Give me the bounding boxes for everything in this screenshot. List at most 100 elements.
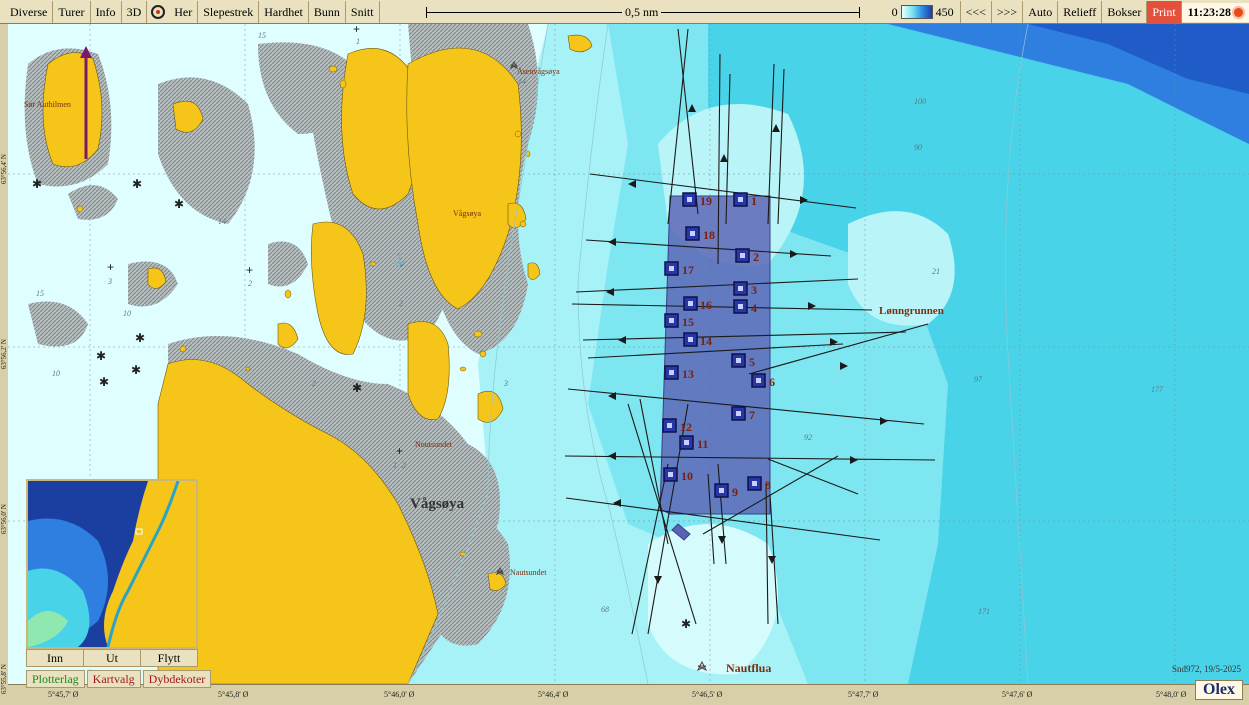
svg-text:97: 97 — [974, 375, 983, 384]
svg-text:+: + — [353, 24, 360, 36]
dybdekoter-button[interactable]: Dybdekoter — [142, 670, 212, 688]
survey-marker-14[interactable] — [683, 332, 698, 347]
menu-turer[interactable]: Turer — [53, 0, 91, 23]
sun-icon — [1234, 7, 1243, 17]
survey-marker-4[interactable] — [733, 299, 748, 314]
svg-text:+: + — [246, 263, 253, 277]
menu-her[interactable]: Her — [169, 0, 199, 23]
place-label-noutsundet: Noutsundet — [415, 440, 452, 449]
relieff-button[interactable]: Relieff — [1058, 1, 1103, 23]
survey-marker-2[interactable] — [735, 248, 750, 263]
place-label-nautsundet: Nautsundet — [510, 568, 547, 577]
island-sor-authi — [42, 52, 103, 168]
svg-text:10: 10 — [123, 309, 131, 318]
survey-marker-labels: 19 1 18 2 17 3 16 4 15 14 5 13 6 7 12 11… — [680, 194, 775, 499]
kartvalg-button[interactable]: Kartvalg — [86, 670, 141, 688]
survey-marker-9[interactable] — [714, 483, 729, 498]
marker-label: 18 — [703, 228, 715, 242]
lat-label: 63°55,8' N — [0, 664, 8, 695]
survey-marker-1[interactable] — [733, 192, 748, 207]
svg-text:3: 3 — [107, 277, 112, 286]
survey-markers[interactable] — [662, 192, 766, 498]
marker-label: 3 — [751, 283, 757, 297]
move-button[interactable]: Flytt — [157, 651, 181, 665]
menu-snitt[interactable]: Snitt — [346, 0, 380, 23]
survey-marker-10[interactable] — [663, 467, 678, 482]
overview-controls: Inn Ut Flytt — [26, 649, 198, 667]
lat-label: 63°56,4' N — [0, 154, 8, 185]
place-label-vagsoya-small: Vågsøya — [453, 209, 481, 218]
version-label: Snd972, 19/5-2025 — [1171, 664, 1241, 674]
svg-text:1: 1 — [393, 461, 397, 470]
svg-text:✱: ✱ — [96, 349, 106, 363]
top-toolbar: Diverse Turer Info 3D Her Slepestrek Har… — [0, 0, 1249, 24]
svg-text:21: 21 — [932, 267, 940, 276]
svg-text:2: 2 — [399, 299, 403, 308]
bokser-button[interactable]: Bokser — [1102, 1, 1148, 23]
svg-text:100: 100 — [914, 97, 926, 106]
chart-map[interactable]: 19 1 18 2 17 3 16 4 15 14 5 13 6 7 12 11… — [8, 24, 1249, 684]
svg-text:14: 14 — [518, 77, 526, 86]
zoom-in-button[interactable]: Inn — [27, 650, 84, 666]
plotterlag-button[interactable]: Plotterlag — [26, 670, 85, 688]
survey-marker-13[interactable] — [664, 365, 679, 380]
land-masses — [42, 34, 593, 684]
lon-label: 5°46,4' Ø — [538, 690, 569, 699]
menu-3d[interactable]: 3D — [122, 0, 148, 23]
survey-marker-5[interactable] — [731, 353, 746, 368]
marker-label: 15 — [682, 315, 694, 329]
menu-info[interactable]: Info — [91, 0, 122, 23]
marker-label: 8 — [765, 478, 771, 492]
survey-marker-18[interactable] — [685, 226, 700, 241]
survey-marker-15[interactable] — [664, 313, 679, 328]
survey-marker-8[interactable] — [747, 476, 762, 491]
olex-logo: Olex — [1195, 680, 1243, 700]
survey-marker-19[interactable] — [682, 192, 697, 207]
svg-text:✱: ✱ — [681, 617, 691, 631]
print-button[interactable]: Print — [1147, 1, 1182, 23]
zoom-out-button[interactable]: Ut — [84, 650, 141, 666]
menu-bunn[interactable]: Bunn — [309, 0, 346, 23]
place-label-lonngrunnen: Lønngrunnen — [879, 305, 944, 317]
marker-label: 6 — [769, 375, 775, 389]
svg-text:177: 177 — [1151, 385, 1164, 394]
lat-label: 63°56,0' N — [0, 504, 8, 535]
svg-text:1: 1 — [356, 37, 360, 46]
map-canvas[interactable]: 19 1 18 2 17 3 16 4 15 14 5 13 6 7 12 11… — [8, 24, 1249, 684]
svg-text:2: 2 — [248, 279, 252, 288]
lon-label: 5°47,6' Ø — [1002, 690, 1033, 699]
scale-bar-label: 0,5 nm — [622, 5, 662, 20]
survey-marker-7[interactable] — [731, 406, 746, 421]
nav-back-button[interactable]: <<< — [959, 1, 992, 23]
svg-text:10: 10 — [52, 369, 60, 378]
survey-marker-17[interactable] — [664, 261, 679, 276]
marker-label: 10 — [681, 469, 693, 483]
svg-text:171: 171 — [978, 607, 990, 616]
menu-slepestrek[interactable]: Slepestrek — [198, 0, 260, 23]
survey-marker-12[interactable] — [662, 418, 677, 433]
nav-forward-button[interactable]: >>> — [992, 1, 1024, 23]
survey-marker-6[interactable] — [751, 373, 766, 388]
overview-map[interactable] — [26, 479, 198, 649]
beacon-icons — [495, 60, 708, 672]
survey-marker-16[interactable] — [683, 296, 698, 311]
depth-min-label: 0 — [891, 4, 898, 19]
place-label-asenvagsoya: Åsenvågsøya — [517, 67, 560, 76]
menu-hardhet[interactable]: Hardhet — [259, 0, 309, 23]
small-islets — [76, 65, 531, 557]
svg-text:+: + — [107, 260, 114, 274]
scale-bar: 0,5 nm — [426, 4, 860, 20]
place-label-sor-authi: Sør Authilmen — [24, 100, 71, 109]
lon-label: 5°46,0' Ø — [384, 690, 415, 699]
survey-marker-3[interactable] — [733, 281, 748, 296]
target-icon[interactable] — [151, 4, 166, 19]
deep-water — [708, 24, 1249, 684]
survey-marker-11[interactable] — [679, 435, 694, 450]
menu-diverse[interactable]: Diverse — [8, 0, 54, 23]
svg-text:✱: ✱ — [135, 331, 145, 345]
longitude-ruler: 5°45,7' Ø 5°45,8' Ø 5°46,0' Ø 5°46,4' Ø … — [8, 684, 1249, 705]
overview-map-canvas[interactable] — [28, 481, 196, 647]
svg-text:14: 14 — [218, 217, 226, 226]
lon-label: 5°47,7' Ø — [848, 690, 879, 699]
auto-button[interactable]: Auto — [1023, 1, 1059, 23]
